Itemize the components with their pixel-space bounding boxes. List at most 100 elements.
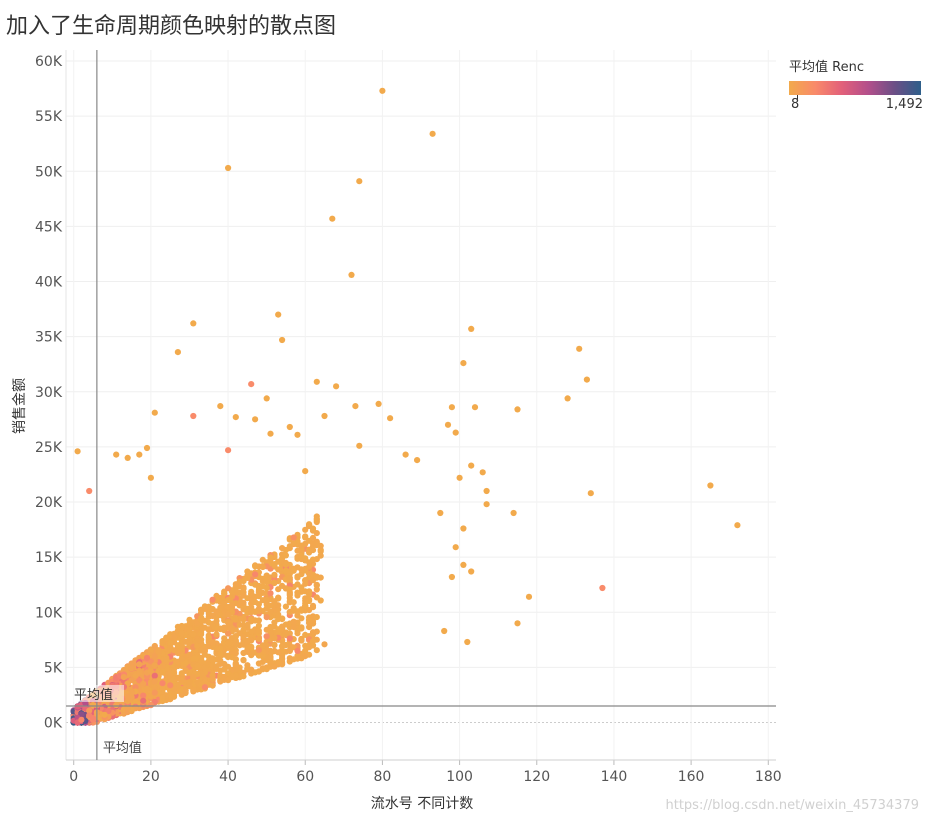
scatter-point [132,698,139,705]
scatter-point [201,684,208,691]
scatter-point [286,655,293,662]
scatter-point [78,716,85,723]
scatter-point [448,573,455,581]
scatter-point [290,567,297,574]
scatter-point [263,614,270,621]
scatter-point [282,561,289,568]
scatter-point [232,414,239,421]
scatter-point [186,651,193,658]
scatter-point [140,692,147,699]
scatter-point [209,596,216,603]
scatter-point [209,639,216,646]
scatter-point [155,648,162,656]
scatter-point [147,668,154,675]
scatter-point [182,660,189,667]
scatter-point [198,617,205,624]
scatter-point [225,670,232,677]
y-tick-label: 35K [35,330,63,346]
scatter-point [120,674,127,681]
scatter-point [225,611,232,618]
scatter-point [379,87,386,94]
x-tick-label: 20 [142,769,160,785]
scatter-point [290,599,297,606]
scatter-point [140,680,147,687]
scatter-point [286,574,293,582]
scatter-point [136,661,143,668]
scatter-point [525,593,533,600]
scatter-point [313,614,320,621]
scatter-point [348,271,355,278]
scatter-point [313,582,320,589]
scatter-point [194,638,201,645]
scatter-point [105,707,112,715]
scatter-point [225,677,232,684]
scatter-point [564,395,571,402]
scatter-point [194,662,201,670]
scatter-point [225,630,232,637]
scatter-point [306,521,313,528]
scatter-point [468,462,475,469]
scatter-point [252,608,259,616]
scatter-point [282,603,289,610]
legend-gradient-bar [789,81,921,99]
y-average-label: 平均值 [74,687,113,703]
scatter-point [182,687,189,694]
scatter-point [309,556,317,563]
scatter-point [228,624,235,632]
scatter-point [225,619,232,626]
scatter-point [255,646,262,654]
scatter-point [263,666,270,673]
scatter-point [286,647,293,654]
scatter-point [282,567,289,574]
scatter-point [151,689,158,696]
y-tick-label: 50K [35,164,63,180]
scatter-point [198,629,205,637]
scatter-point [221,590,228,597]
legend-min-label: 8 [791,97,800,112]
scatter-point [271,641,278,649]
scatter-point [240,641,247,648]
y-tick-label: 45K [35,219,63,235]
scatter-point [101,711,108,718]
y-axis: 0K 5K 10K 15K 20K 25K 30K 35K 40K 45K 50K 55K 60K [35,50,67,760]
scatter-point [298,607,305,614]
scatter-point [464,638,471,646]
scatter-point [255,635,262,643]
scatter-point [321,412,328,420]
x-average-label: 平均值 [103,740,142,756]
scatter-point [286,423,293,431]
x-tick-label: 0 [69,769,78,785]
scatter-point [86,712,93,719]
scatter-point [456,474,463,481]
scatter-point [707,482,714,489]
scatter-point [244,621,251,629]
scatter-point [471,404,479,411]
scatter-point [286,595,293,602]
scatter-point [259,658,266,666]
scatter-point [290,606,297,613]
scatter-point [479,469,486,476]
scatter-point [236,630,243,637]
scatter-point [267,590,274,597]
scatter-point [225,164,232,172]
scatter-point [217,403,224,410]
scatter-point [255,589,262,596]
scatter-point [217,604,224,611]
scatter-point [147,474,154,481]
scatter-point [441,627,448,635]
scatter-point [313,574,320,581]
scatter-point [147,702,154,709]
scatter-point [252,571,259,578]
scatter-point [414,457,421,464]
scatter-point [170,647,178,654]
x-tick-label: 80 [373,769,391,785]
scatter-point [452,429,459,436]
scatter-point [221,666,228,673]
scatter-point [271,634,278,641]
scatter-point [221,635,228,642]
scatter-point [240,585,247,593]
scatter-point [333,383,340,390]
scatter-point [240,673,247,680]
scatter-point [225,654,232,661]
scatter-point [217,678,224,685]
